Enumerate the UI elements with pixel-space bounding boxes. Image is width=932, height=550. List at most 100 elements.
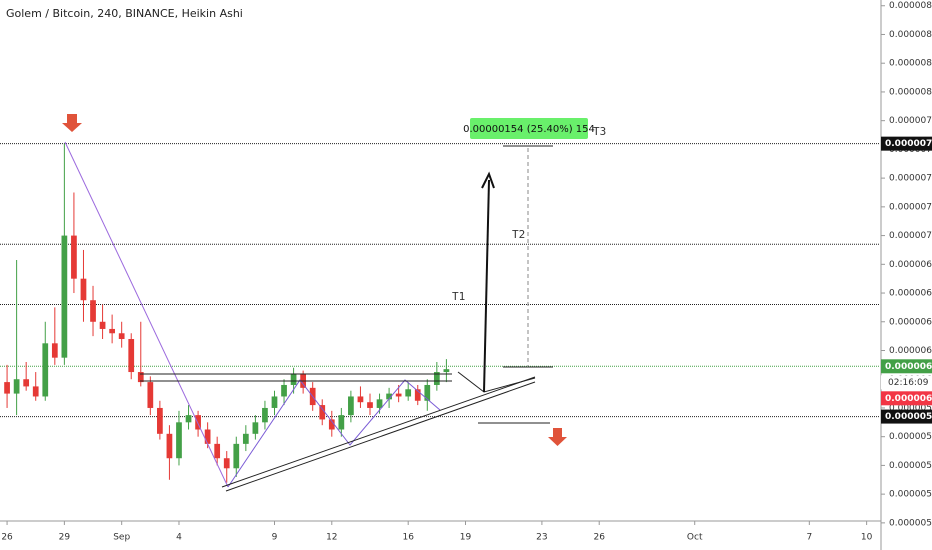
candle-body xyxy=(61,235,68,358)
candle-body xyxy=(4,382,10,394)
y-tick-label: 0.00000560 xyxy=(889,432,932,442)
countdown-bg xyxy=(881,375,932,390)
candle-body xyxy=(395,393,402,397)
x-tick-label: Sep xyxy=(113,533,130,543)
x-tick-label: 29 xyxy=(59,533,71,543)
candle-body xyxy=(271,396,278,408)
y-tick-label: 0.00000660 xyxy=(889,289,932,299)
purple-zigzag xyxy=(227,379,441,488)
candle-body xyxy=(137,372,144,383)
target-label: T2 xyxy=(512,228,525,241)
candle-body xyxy=(128,339,135,373)
candle-body xyxy=(424,384,431,401)
candle-body xyxy=(386,393,392,400)
support-line xyxy=(221,376,536,488)
level-price-label: 0.00000764 xyxy=(885,139,932,149)
current-price-label: 0.00000609 xyxy=(885,362,932,372)
drawings xyxy=(62,114,567,492)
candle-body xyxy=(223,458,230,469)
candle-body xyxy=(157,407,163,434)
purple-trend xyxy=(64,141,229,488)
candle-body xyxy=(376,399,383,408)
x-tick-label: 26 xyxy=(593,533,605,543)
y-tick-label: 0.00000640 xyxy=(889,317,932,327)
candle-body xyxy=(99,321,106,329)
measure-box xyxy=(470,118,588,139)
down-arrow-icon xyxy=(548,428,567,446)
y-tick-label: 0.00000840 xyxy=(889,30,932,40)
measure-label: 0.00000154 (25.40%) 154 xyxy=(463,124,595,135)
y-tick-label: 0.00000520 xyxy=(889,490,932,500)
x-tick-label: 9 xyxy=(272,533,278,543)
candle-body xyxy=(13,379,20,394)
last-price-label: 0.00000607 xyxy=(885,394,932,404)
x-tick-label: 23 xyxy=(536,533,547,543)
candle-body xyxy=(405,389,412,397)
candle-body xyxy=(233,443,240,469)
candle-body xyxy=(281,384,287,397)
candle-body xyxy=(252,422,259,434)
candle-body xyxy=(118,333,125,340)
y-tick-label: 0.00000500 xyxy=(889,518,932,528)
y-tick-label: 0.00000680 xyxy=(889,260,932,270)
candle-body xyxy=(109,328,115,334)
x-tick-label: 16 xyxy=(402,533,414,543)
y-tick-label: 0.00000720 xyxy=(889,202,932,212)
target-label: T3 xyxy=(593,125,606,138)
candle-body xyxy=(262,407,268,423)
candle-body xyxy=(357,396,364,403)
candle-body xyxy=(443,369,450,373)
y-tick-label: 0.00000740 xyxy=(889,174,932,184)
countdown: 02:16:09 xyxy=(888,378,929,388)
level-price-label-bg xyxy=(881,136,932,151)
current-price-label-bg xyxy=(881,359,932,374)
candle-body xyxy=(433,372,440,385)
support-line xyxy=(225,381,536,492)
candle-body xyxy=(290,373,297,385)
x-tick-label: 26 xyxy=(1,533,13,543)
level-price-label-bg xyxy=(881,409,932,424)
y-tick-label: 0.00000620 xyxy=(889,346,932,356)
candle-body xyxy=(80,278,87,301)
candle-body xyxy=(195,415,201,430)
price-axis-bg xyxy=(880,0,932,550)
candle-body xyxy=(32,386,39,397)
y-tick-label: 0.00000800 xyxy=(889,87,932,97)
x-tick-label: 4 xyxy=(176,533,182,543)
candle-body xyxy=(42,343,49,397)
candle-body xyxy=(367,402,373,408)
y-tick-label: 0.00000780 xyxy=(889,116,932,126)
breakout-arrow xyxy=(483,179,490,393)
x-tick-label: 7 xyxy=(806,533,812,543)
y-tick-label: 0.00000580 xyxy=(889,403,932,413)
y-tick-label: 0.00000820 xyxy=(889,59,932,69)
x-tick-label: 12 xyxy=(326,533,337,543)
x-tick-label: 10 xyxy=(861,533,873,543)
candle-body xyxy=(71,235,77,279)
candle-body xyxy=(176,422,182,459)
candle-body xyxy=(51,343,58,358)
level-price-label: 0.00000574 xyxy=(885,412,932,422)
candle-body xyxy=(185,415,192,423)
pattern-line xyxy=(457,371,536,393)
last-price-label-bg xyxy=(881,391,932,406)
candle-body xyxy=(338,415,345,430)
y-tick-label: 0.00000540 xyxy=(889,461,932,471)
x-tick-label: 19 xyxy=(460,533,472,543)
target-label: T1 xyxy=(452,290,465,303)
candle-body xyxy=(23,379,30,387)
y-tick-label: 0.00000700 xyxy=(889,231,932,241)
candle-body xyxy=(204,429,211,444)
candle-body xyxy=(348,396,354,416)
chart-title: Golem / Bitcoin, 240, BINANCE, Heikin As… xyxy=(6,7,243,20)
candle-body xyxy=(328,419,335,430)
candle-body xyxy=(147,382,154,408)
down-arrow-icon xyxy=(62,114,82,132)
candle-body xyxy=(214,443,221,459)
x-tick-label: Oct xyxy=(687,533,703,543)
candle-body xyxy=(90,300,96,322)
candle-body xyxy=(242,433,249,444)
candle-body xyxy=(414,389,421,401)
arrow-head xyxy=(481,171,495,189)
